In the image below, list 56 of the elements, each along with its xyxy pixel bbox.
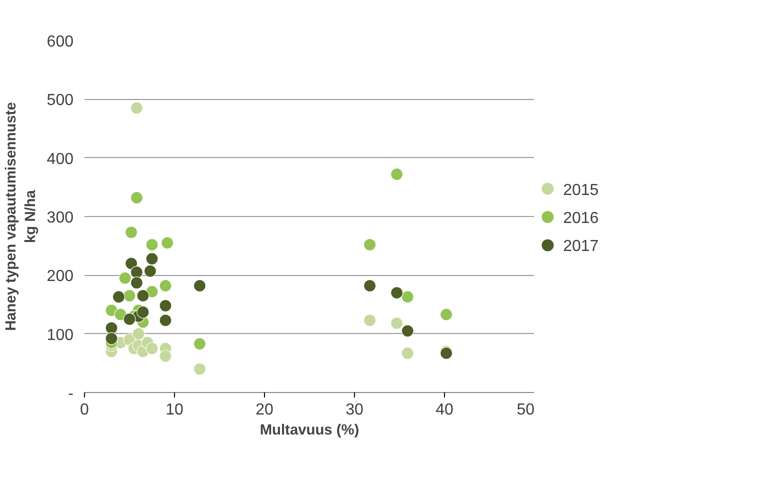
point — [125, 226, 138, 239]
point — [130, 102, 143, 114]
point — [364, 314, 376, 327]
x-tick-label: 20 — [256, 402, 274, 418]
point — [146, 238, 158, 251]
point — [401, 324, 414, 338]
point — [401, 290, 414, 304]
legend-label: 2016 — [563, 210, 599, 227]
point — [159, 350, 172, 362]
y-tick-label: 200 — [46, 268, 74, 286]
x-tick-label: 10 — [166, 402, 184, 418]
y-axis-title: Haney typen vapautumisennuste kg N/ha — [4, 102, 39, 331]
point — [390, 316, 404, 330]
point — [193, 279, 206, 292]
point — [193, 338, 206, 350]
y-tick-label: 300 — [46, 210, 74, 226]
point — [130, 266, 143, 279]
x-tick-label: 30 — [346, 402, 364, 418]
point — [440, 308, 453, 321]
point — [114, 308, 127, 321]
point — [390, 168, 404, 181]
point — [112, 290, 125, 304]
point — [123, 312, 136, 326]
point — [105, 332, 118, 345]
x-axis-title: Multavuus (%) — [260, 422, 360, 438]
point — [118, 272, 132, 284]
point — [364, 238, 376, 251]
point — [146, 342, 158, 355]
point — [136, 289, 150, 302]
point — [132, 328, 145, 340]
point — [193, 362, 206, 376]
point — [364, 279, 376, 292]
y-tick-label: 400 — [46, 150, 74, 168]
point — [130, 276, 143, 290]
y-tick-label: 500 — [46, 92, 74, 110]
point — [146, 252, 158, 266]
point — [105, 322, 118, 334]
point — [159, 314, 172, 327]
y-tick-label: 100 — [46, 326, 74, 344]
point — [159, 299, 172, 312]
point — [390, 286, 404, 300]
x-tick-label: 50 — [516, 402, 535, 418]
point — [123, 289, 136, 302]
point — [161, 236, 174, 250]
x-tick-label: 40 — [436, 402, 454, 418]
y-tick-label: 600 — [46, 34, 74, 50]
point — [159, 279, 172, 292]
y-tick-label: - — [68, 386, 74, 402]
point — [144, 264, 156, 278]
x-tick-label: 0 — [80, 402, 90, 418]
point — [125, 257, 138, 270]
point — [130, 191, 143, 204]
legend-label: 2015 — [563, 182, 599, 199]
point — [136, 306, 150, 318]
legend-label: 2017 — [563, 238, 599, 256]
point — [401, 346, 414, 360]
